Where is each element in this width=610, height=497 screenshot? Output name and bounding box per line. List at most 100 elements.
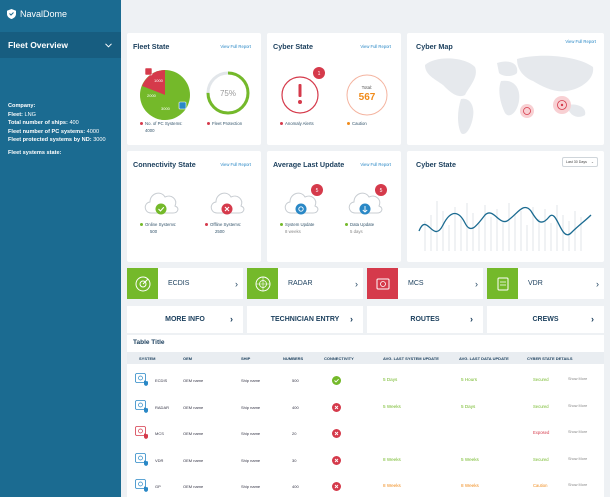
row-system: VDR [155, 457, 164, 463]
chevron-right-icon: › [470, 314, 473, 324]
row-show-more-link[interactable]: Show More [568, 483, 588, 487]
brand-logo[interactable]: NavalDome [7, 9, 67, 19]
row-oem: OEM name [183, 457, 204, 463]
system-button-mcs[interactable]: MCS › [367, 268, 483, 299]
table-row: VDR OEM name Ship name 30 8 Weeks 5 Weeks Secu… [127, 448, 604, 474]
connectivity-view-report-link[interactable]: View Full Report [220, 162, 251, 167]
system-button-radar[interactable]: RADAR › [247, 268, 363, 299]
row-show-more-link[interactable]: Show More [568, 430, 588, 434]
disconnected-x-icon [332, 482, 341, 491]
cyber-state-line-chart [418, 201, 592, 251]
cyber-map-view-report-link[interactable]: View Full Report [565, 39, 596, 44]
row-number: 400 [292, 484, 299, 489]
date-range-select[interactable]: Last 30 Days ⌄ [562, 157, 598, 167]
fleet-label: Fleet: [8, 111, 23, 118]
chevron-right-icon: › [235, 278, 238, 289]
world-map[interactable] [417, 47, 601, 143]
cyber-state-title: Cyber State [273, 42, 313, 51]
col-connectivity: CONNECTIVITY [324, 356, 354, 361]
cloud-online-icon [144, 192, 179, 215]
average-update-view-report-link[interactable]: View Full Report [360, 162, 391, 167]
system-device-icon [135, 479, 148, 492]
system-device-icon [135, 452, 148, 466]
system-update-badge: 5 [316, 188, 319, 194]
row-number: 400 [292, 404, 299, 410]
company-info: Company: Fleet: LNG Total number of ship… [8, 102, 106, 145]
cyber-state-chart-card: Cyber State Last 30 Days ⌄ [407, 151, 604, 262]
row-connectivity [332, 402, 341, 413]
ships-label: Total number of ships: [8, 120, 68, 127]
row-system-update: 8 Weeks [383, 483, 401, 488]
data-update-legend: Data Update 5 days [345, 221, 374, 235]
pie-label-b: 3000 [161, 106, 171, 111]
total-label: Total: [362, 85, 373, 90]
pc-systems-label: Fleet number of PC systems: [8, 128, 86, 135]
protected-systems-label: Fleet protected systems by ND: [8, 137, 92, 144]
offline-systems-legend: Offline Systems: 2500 [205, 221, 241, 235]
row-show-more-link[interactable]: Show More [568, 377, 588, 381]
chevron-right-icon: › [230, 314, 233, 324]
brand-name: NavalDome [20, 9, 68, 19]
anomaly-alert-icon: 1 [281, 67, 325, 114]
row-system-update: 5 Weeks [383, 403, 401, 409]
vdr-label: VDR [528, 280, 543, 287]
cyber-legend-caution: Caution [347, 120, 367, 127]
online-systems-legend: Online Systems: 500 [140, 221, 176, 235]
radar-icon [247, 268, 278, 299]
row-show-more-link[interactable]: Show More [568, 403, 588, 408]
fleet-state-view-report-link[interactable]: View Full Report [220, 44, 251, 49]
ecdis-icon [127, 268, 158, 299]
pie-slice-other [140, 86, 165, 120]
cyber-map-title: Cyber Map [416, 42, 453, 51]
protected-systems-value: 3000 [93, 137, 106, 144]
table-row: ECDIS OEM name Ship name 500 5 Days 5 Hours Se… [127, 368, 604, 394]
routes-button[interactable]: ROUTES › [367, 306, 483, 333]
system-device-icon [135, 373, 148, 386]
col-system: SYSTEM [139, 356, 156, 361]
fleet-systems-state-label: Fleet systems state: [8, 150, 62, 156]
cloud-data-update-icon: 5 [348, 184, 387, 215]
sidebar: NavalDome Fleet Overview Company: Fleet:… [0, 0, 121, 497]
technician-entry-button[interactable]: TECHNICIAN ENTRY › [247, 306, 363, 333]
gauge-value: 75% [220, 89, 236, 98]
pie-slice-exposed [142, 70, 165, 95]
disconnected-x-icon [332, 402, 341, 412]
system-button-ecdis[interactable]: ECDIS › [127, 268, 243, 299]
chevron-right-icon: › [596, 278, 599, 289]
row-oem: OEM name [183, 431, 204, 436]
row-system-update: 8 Weeks [383, 456, 401, 462]
chevron-right-icon: › [355, 278, 358, 289]
total-value: 567 [359, 92, 376, 103]
disconnected-x-icon [332, 455, 341, 465]
mcs-label: MCS [408, 280, 424, 287]
row-ship: Ship name [241, 431, 261, 436]
vdr-icon [487, 268, 518, 299]
cyber-state-view-report-link[interactable]: View Full Report [360, 44, 391, 49]
chevron-down-icon [105, 42, 112, 48]
system-button-vdr[interactable]: VDR › [487, 268, 604, 299]
cyber-state-series-line [418, 206, 592, 236]
fleet-state-title: Fleet State [133, 42, 170, 51]
crews-button[interactable]: CREWS › [487, 306, 604, 333]
gauge-arc [206, 71, 250, 115]
col-cyber-state-details: CYBER STATE DETAILS [527, 356, 573, 361]
cyber-map-card: Cyber Map View Full Report [407, 33, 604, 145]
row-show-more-link[interactable]: Show More [568, 456, 588, 461]
fleet-legend-protection: Fleet Protection [207, 120, 242, 127]
chevron-right-icon: › [591, 314, 594, 324]
radar-label: RADAR [288, 280, 313, 287]
fleet-value: LNG [24, 111, 36, 118]
more-info-button[interactable]: MORE INFO › [127, 306, 243, 333]
fleet-overview-dropdown[interactable]: Fleet Overview [0, 32, 121, 58]
fleet-legend-pc-systems: No. of PC Systems: 4000 [140, 120, 183, 134]
row-ship: Ship name [241, 484, 261, 489]
row-cyber-state: Exposed [533, 430, 550, 435]
row-ship: Ship name [241, 378, 261, 383]
row-connectivity [332, 482, 341, 492]
system-update-legend: System Update 8 weeks [280, 221, 314, 235]
cyber-legend-anomaly: Anomaly Alerts [280, 120, 314, 127]
chevron-right-icon: › [350, 314, 353, 324]
pie-label-c: 2000 [147, 93, 157, 98]
table-title: Table Title [133, 339, 165, 346]
pie-label-a: 1000 [154, 78, 164, 83]
